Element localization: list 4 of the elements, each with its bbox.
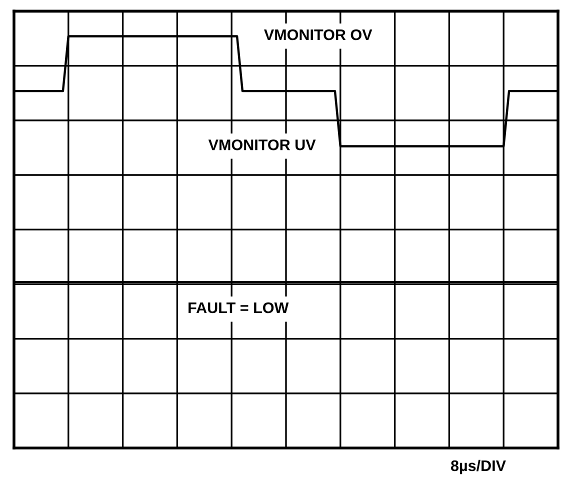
annotation: VMONITOR OV [264, 29, 372, 40]
x-axis-title: 8µs/DIV [450, 460, 506, 474]
annotation: FAULT = LOW [188, 302, 289, 314]
annotation: VMONITOR UV [208, 139, 316, 150]
